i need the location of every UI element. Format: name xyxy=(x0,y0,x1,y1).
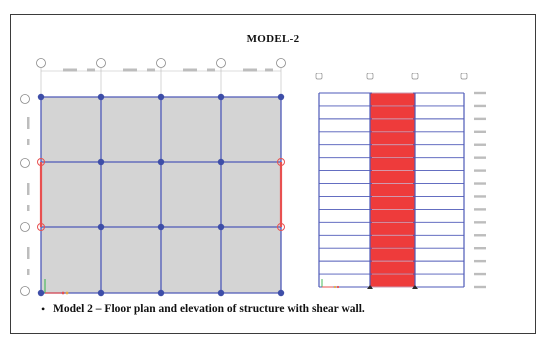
shear-walls-plan xyxy=(37,158,285,231)
storey-label-mark xyxy=(474,272,486,276)
storey-labels xyxy=(474,91,486,289)
axis-triad-icon xyxy=(321,279,340,289)
storey-label-mark xyxy=(474,130,486,133)
supports xyxy=(367,285,418,289)
column-node-icon xyxy=(37,289,45,297)
column-node-icon xyxy=(157,223,165,231)
column-node-icon xyxy=(157,93,165,101)
column-node-icon xyxy=(157,289,165,297)
column-node-icon xyxy=(97,158,105,166)
elevation-view xyxy=(315,73,486,289)
storey-label-mark xyxy=(474,104,486,108)
grid-bubble-icon xyxy=(96,58,106,68)
storey-label-mark xyxy=(474,259,486,263)
storey-label-mark xyxy=(474,169,486,172)
storey-label-mark xyxy=(474,234,486,237)
elevation-grid-bubbles xyxy=(315,73,468,80)
grid-bubble-icon xyxy=(315,73,323,80)
storey-label-mark xyxy=(474,208,486,211)
column-node-icon xyxy=(277,289,285,297)
grid-bubble-icon xyxy=(20,158,30,168)
column-node-icon xyxy=(217,158,225,166)
column-node-icon xyxy=(277,93,285,101)
storey-label-mark xyxy=(474,247,486,250)
storey-label-mark xyxy=(474,91,486,95)
column-node-icon xyxy=(37,93,45,101)
grid-bubble-icon xyxy=(156,58,166,68)
storey-label-mark xyxy=(474,182,486,185)
storey-label-mark xyxy=(474,195,486,198)
grid-bubble-icon xyxy=(20,222,30,232)
column-node-icon xyxy=(97,289,105,297)
shear-wall-elevation xyxy=(370,93,415,287)
caption-text: Model 2 – Floor plan and elevation of st… xyxy=(53,303,365,315)
elevation-floor-beams xyxy=(319,92,464,288)
grid-bubble-icon xyxy=(216,58,226,68)
column-node-icon xyxy=(97,93,105,101)
grid-bubble-icon xyxy=(36,58,46,68)
grid-bubble-icon xyxy=(460,73,468,80)
storey-label-mark xyxy=(474,117,486,121)
grid-bubble-icon xyxy=(276,58,286,68)
slide: MODEL-2 xyxy=(10,14,536,334)
grid-bubbles-left xyxy=(20,94,30,296)
column-node-icon xyxy=(217,223,225,231)
storey-label-mark xyxy=(474,143,486,146)
slide-title: MODEL-2 xyxy=(246,33,300,45)
column-node-icon xyxy=(217,93,225,101)
column-nodes xyxy=(37,93,285,297)
column-node-icon xyxy=(157,158,165,166)
column-node-icon xyxy=(97,223,105,231)
floor-plan xyxy=(20,58,286,297)
storey-label-mark xyxy=(474,285,486,289)
grid-bubble-icon xyxy=(20,94,30,104)
grid-bubbles-top xyxy=(36,58,286,68)
storey-label-mark xyxy=(474,221,486,224)
grid-bubble-icon xyxy=(20,286,30,296)
elevation-columns xyxy=(318,93,465,287)
dimension-ticks xyxy=(40,68,282,97)
storey-label-mark xyxy=(474,156,486,159)
axis-triad-icon xyxy=(44,279,69,295)
grid-bubble-icon xyxy=(411,73,419,80)
column-node-icon xyxy=(217,289,225,297)
left-dimension-marks xyxy=(27,117,30,275)
grid-bubble-icon xyxy=(366,73,374,80)
dimension-marks xyxy=(63,68,273,72)
caption-bullet: • xyxy=(41,302,46,316)
